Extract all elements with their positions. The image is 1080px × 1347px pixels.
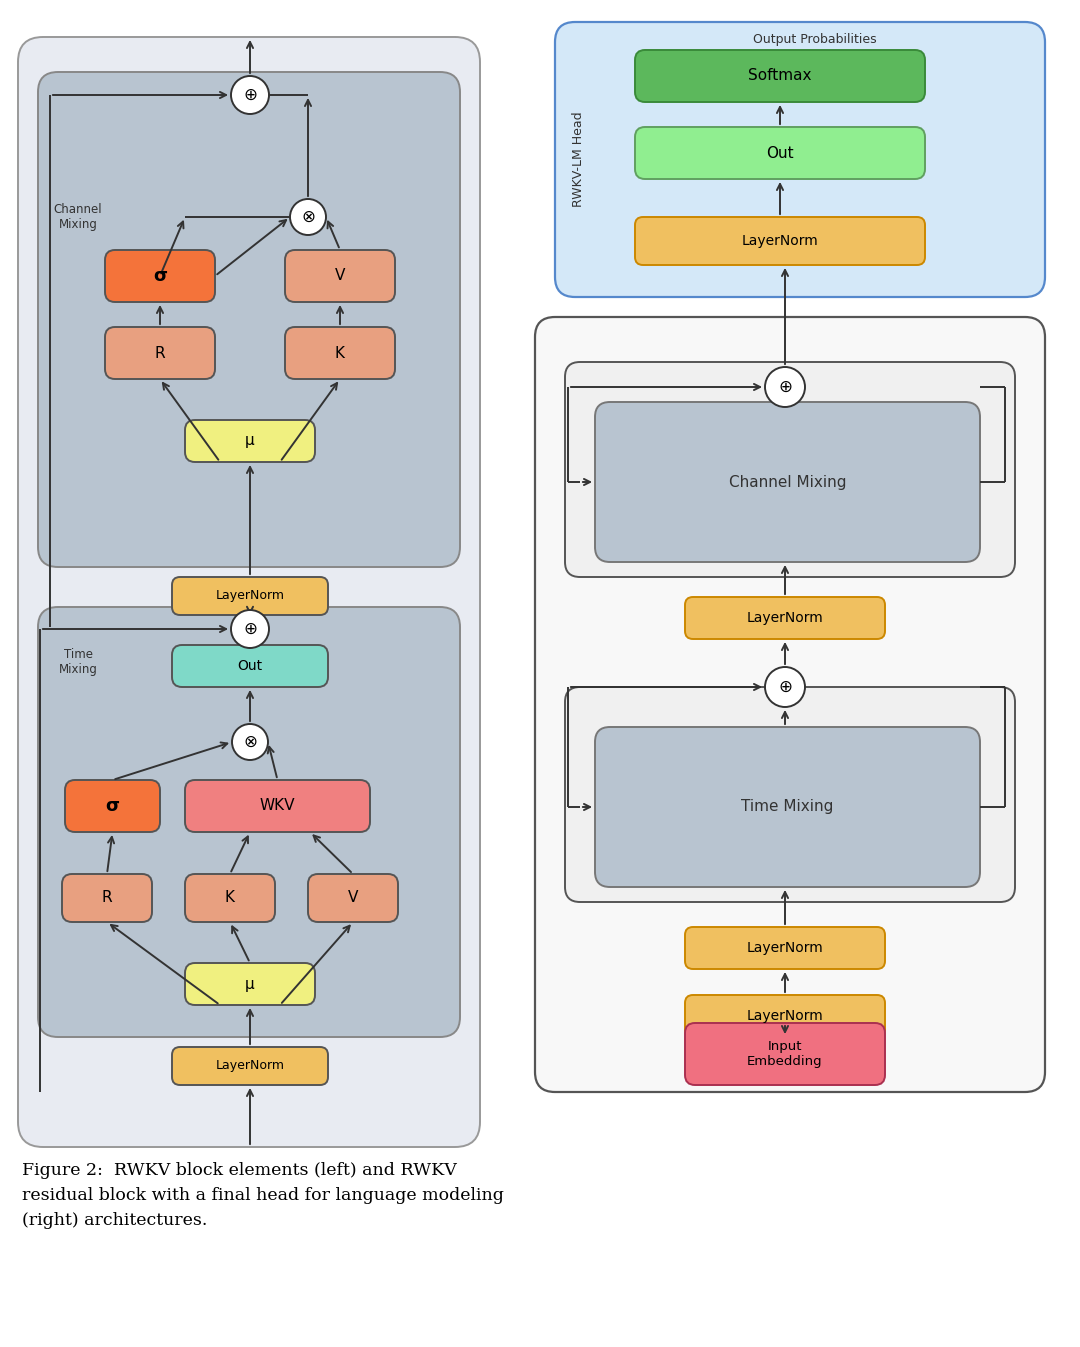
Text: RWKV-LM Head: RWKV-LM Head xyxy=(571,112,584,207)
FancyBboxPatch shape xyxy=(595,401,980,562)
FancyBboxPatch shape xyxy=(105,251,215,302)
Text: Output Probabilities: Output Probabilities xyxy=(753,32,877,46)
Text: Time Mixing: Time Mixing xyxy=(741,800,834,815)
FancyBboxPatch shape xyxy=(595,727,980,888)
FancyBboxPatch shape xyxy=(18,36,480,1148)
FancyBboxPatch shape xyxy=(635,50,924,102)
FancyBboxPatch shape xyxy=(38,71,460,567)
Text: σ: σ xyxy=(106,797,120,815)
Text: ⊕: ⊕ xyxy=(243,620,257,638)
FancyBboxPatch shape xyxy=(685,1022,885,1084)
Text: μ: μ xyxy=(245,434,255,449)
Circle shape xyxy=(231,610,269,648)
Text: LayerNorm: LayerNorm xyxy=(746,942,823,955)
FancyBboxPatch shape xyxy=(565,362,1015,577)
Circle shape xyxy=(231,75,269,114)
FancyBboxPatch shape xyxy=(172,645,328,687)
Text: ⊕: ⊕ xyxy=(778,379,792,396)
Text: μ: μ xyxy=(245,977,255,991)
Text: Softmax: Softmax xyxy=(748,69,812,84)
FancyBboxPatch shape xyxy=(185,963,315,1005)
Text: LayerNorm: LayerNorm xyxy=(216,590,284,602)
Text: R: R xyxy=(102,890,112,905)
Text: R: R xyxy=(154,345,165,361)
Circle shape xyxy=(765,366,805,407)
Text: Out: Out xyxy=(238,659,262,674)
FancyBboxPatch shape xyxy=(308,874,399,921)
Text: Figure 2:  RWKV block elements (left) and RWKV
residual block with a final head : Figure 2: RWKV block elements (left) and… xyxy=(22,1162,504,1228)
Text: Time
Mixing: Time Mixing xyxy=(58,648,97,676)
Text: ⊕: ⊕ xyxy=(243,86,257,104)
Text: Channel
Mixing: Channel Mixing xyxy=(54,203,103,230)
Text: K: K xyxy=(335,345,345,361)
Circle shape xyxy=(232,723,268,760)
FancyBboxPatch shape xyxy=(62,874,152,921)
FancyBboxPatch shape xyxy=(65,780,160,832)
Text: ⊕: ⊕ xyxy=(778,678,792,696)
FancyBboxPatch shape xyxy=(38,607,460,1037)
Text: Input
Embedding: Input Embedding xyxy=(747,1040,823,1068)
FancyBboxPatch shape xyxy=(285,251,395,302)
Text: σ: σ xyxy=(153,267,167,286)
Circle shape xyxy=(291,199,326,234)
Text: LayerNorm: LayerNorm xyxy=(742,234,819,248)
FancyBboxPatch shape xyxy=(172,577,328,616)
FancyBboxPatch shape xyxy=(565,687,1015,902)
FancyBboxPatch shape xyxy=(635,127,924,179)
FancyBboxPatch shape xyxy=(685,927,885,968)
Text: LayerNorm: LayerNorm xyxy=(746,1009,823,1022)
Text: Channel Mixing: Channel Mixing xyxy=(729,474,847,489)
FancyBboxPatch shape xyxy=(185,874,275,921)
FancyBboxPatch shape xyxy=(635,217,924,265)
FancyBboxPatch shape xyxy=(535,317,1045,1092)
Circle shape xyxy=(765,667,805,707)
Text: K: K xyxy=(225,890,235,905)
Text: WKV: WKV xyxy=(260,799,295,814)
FancyBboxPatch shape xyxy=(172,1047,328,1084)
FancyBboxPatch shape xyxy=(685,597,885,638)
Text: LayerNorm: LayerNorm xyxy=(746,612,823,625)
FancyBboxPatch shape xyxy=(555,22,1045,296)
Text: Out: Out xyxy=(766,145,794,160)
FancyBboxPatch shape xyxy=(685,995,885,1037)
Text: LayerNorm: LayerNorm xyxy=(216,1060,284,1072)
FancyBboxPatch shape xyxy=(185,780,370,832)
Text: ⊗: ⊗ xyxy=(301,207,315,226)
FancyBboxPatch shape xyxy=(285,327,395,379)
Text: ⊗: ⊗ xyxy=(243,733,257,752)
Text: V: V xyxy=(348,890,359,905)
FancyBboxPatch shape xyxy=(185,420,315,462)
FancyBboxPatch shape xyxy=(105,327,215,379)
Text: V: V xyxy=(335,268,346,283)
